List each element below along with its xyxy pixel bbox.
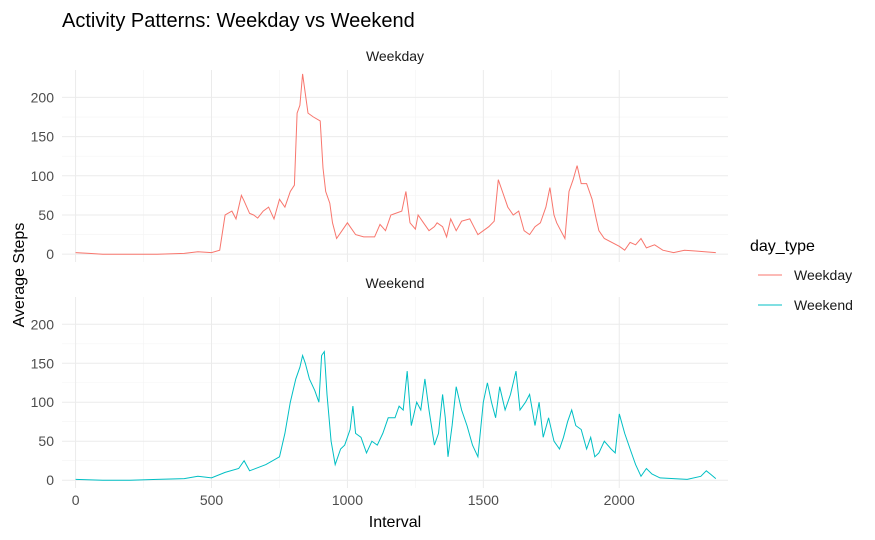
x-tick-label: 500: [200, 492, 224, 508]
y-tick-label: 100: [31, 394, 55, 410]
y-tick-labels: 0 50 100 150 200: [31, 89, 55, 262]
y-tick-label: 50: [38, 433, 54, 449]
y-tick-label: 200: [31, 316, 55, 332]
y-tick-label: 150: [31, 355, 55, 371]
x-tick-label: 2000: [604, 492, 635, 508]
legend-label-weekend: Weekend: [794, 297, 853, 313]
series-line-weekend: [75, 350, 717, 481]
y-axis-title: Average Steps: [11, 223, 28, 328]
y-tick-label: 100: [31, 168, 55, 184]
x-tick-labels: 0 500 1000 1500 2000: [72, 492, 635, 508]
legend-title: day_type: [750, 238, 815, 255]
x-tick-label: 1000: [332, 492, 363, 508]
series-line-weekday: [75, 73, 716, 255]
panel-weekday: Weekday 0 50 100 150 200: [31, 48, 728, 262]
y-tick-label: 0: [46, 472, 54, 488]
y-tick-labels: 0 50 100 150 200: [31, 316, 55, 488]
x-tick-label: 0: [72, 492, 80, 508]
x-tick-label: 1500: [468, 492, 499, 508]
y-tick-label: 200: [31, 89, 55, 105]
x-axis-title: Interval: [369, 514, 421, 531]
panel-strip-label: Weekday: [366, 48, 424, 64]
y-tick-label: 0: [46, 246, 54, 262]
panel-weekend: Weekend 0 50 100 150 200: [31, 275, 728, 488]
chart-title: Activity Patterns: Weekday vs Weekend: [62, 10, 415, 32]
panel-gridlines: [62, 70, 728, 262]
y-tick-label: 50: [38, 207, 54, 223]
panel-gridlines: [62, 297, 728, 488]
y-tick-label: 150: [31, 129, 55, 145]
legend-label-weekday: Weekday: [794, 267, 852, 283]
legend: day_type Weekday Weekend: [750, 238, 853, 313]
panel-strip-label: Weekend: [366, 275, 425, 291]
